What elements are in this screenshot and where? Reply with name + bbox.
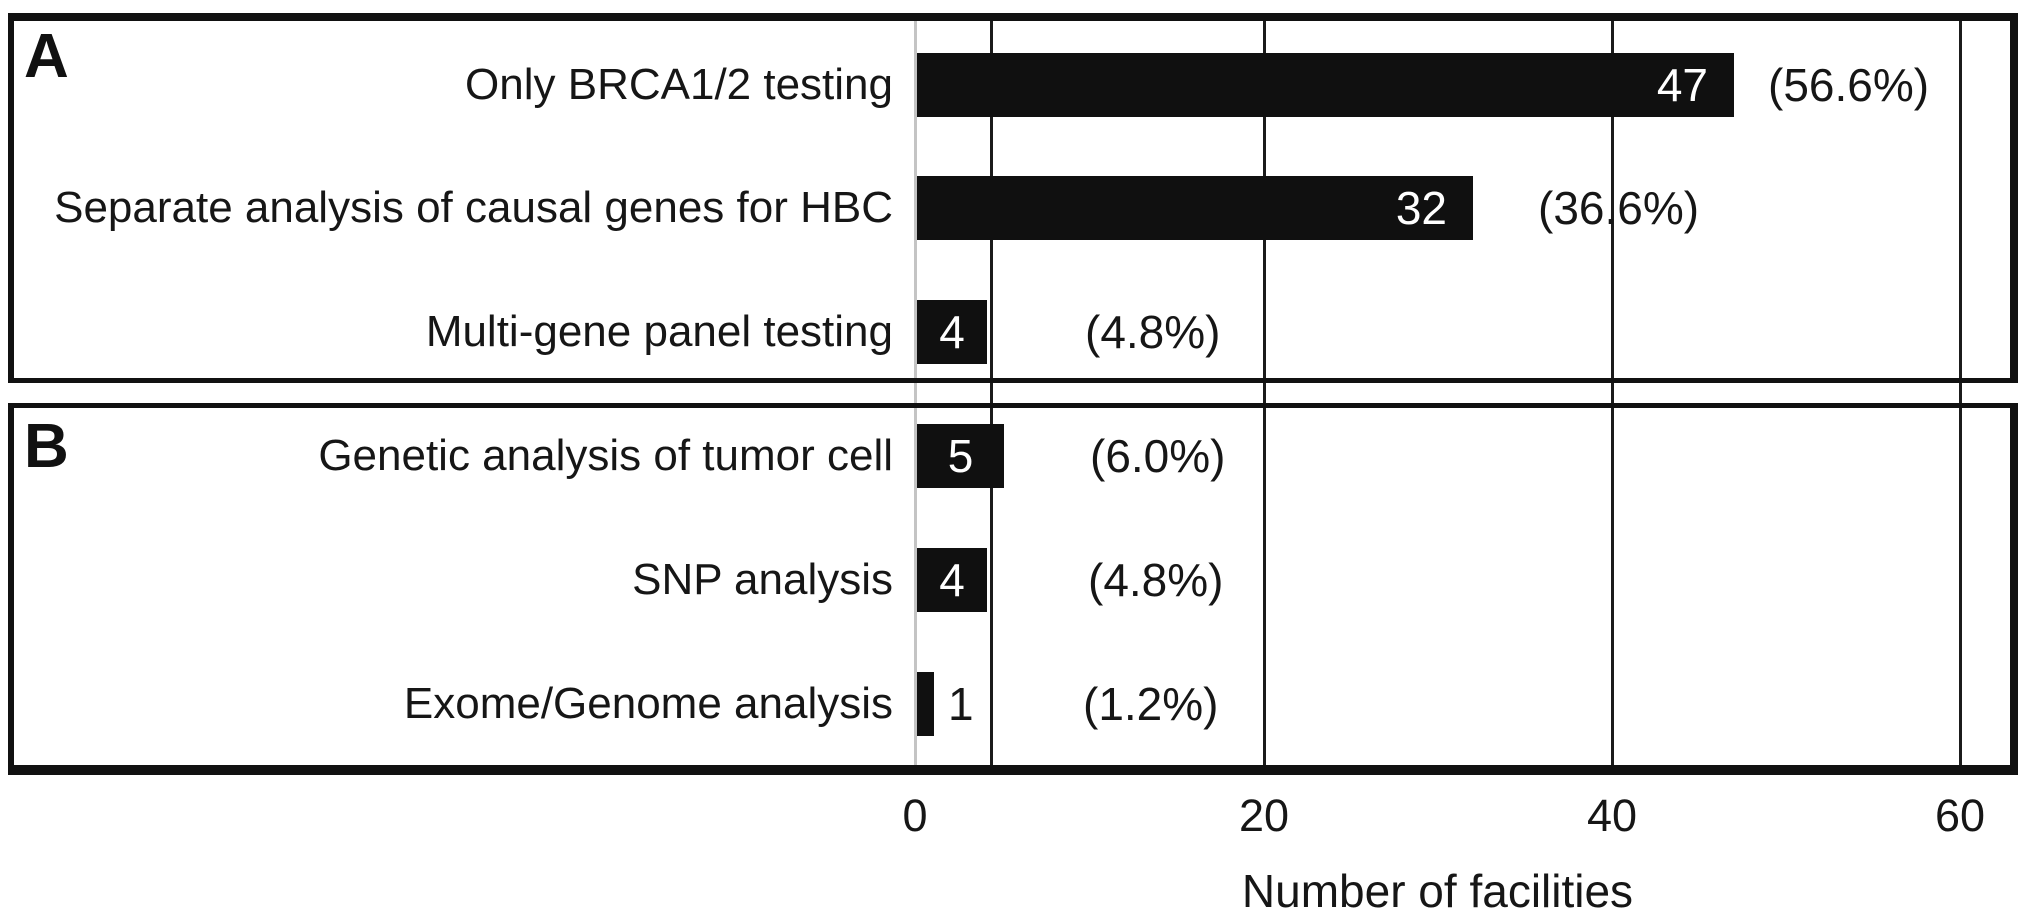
gridline-20 [1263, 18, 1266, 770]
category-label: Genetic analysis of tumor cell [318, 431, 893, 480]
category-label: Separate analysis of causal genes for HB… [54, 183, 893, 232]
bar-percent-label: (56.6%) [1768, 59, 1930, 111]
panel-b-frame [8, 403, 2018, 775]
zero-axis-line [914, 18, 917, 770]
category-label: SNP analysis [632, 555, 893, 604]
bar: 32 [917, 176, 1473, 240]
x-tick-0: 0 [902, 790, 928, 841]
category-label: Only BRCA1/2 testing [465, 60, 893, 109]
bar-percent-label: (4.8%) [1085, 306, 1221, 358]
bar: 4 [917, 548, 987, 612]
x-tick-60: 60 [1934, 790, 1986, 841]
gridline-60 [1959, 18, 1962, 770]
panel-label-b: B [24, 412, 69, 481]
bar: 47 [917, 53, 1734, 117]
panel-label-a: A [24, 22, 69, 91]
bar [917, 672, 934, 736]
extra-vertical-line [990, 18, 993, 770]
category-label: Multi-gene panel testing [425, 307, 893, 356]
x-tick-40: 40 [1586, 790, 1638, 841]
category-label: Exome/Genome analysis [403, 679, 893, 728]
bar-percent-label: (6.0%) [1090, 430, 1226, 482]
bar: 5 [917, 424, 1004, 488]
bar-percent-label: (4.8%) [1088, 554, 1224, 606]
x-axis-title: Number of facilities [1241, 865, 1634, 917]
x-tick-20: 20 [1238, 790, 1290, 841]
bar-percent-label: (36.6%) [1538, 182, 1700, 234]
gridline-40 [1611, 18, 1614, 770]
bar-value-label: 1 [948, 678, 974, 730]
bar-percent-label: (1.2%) [1083, 678, 1219, 730]
bar: 4 [917, 300, 987, 364]
panel-a-frame [8, 13, 2018, 383]
